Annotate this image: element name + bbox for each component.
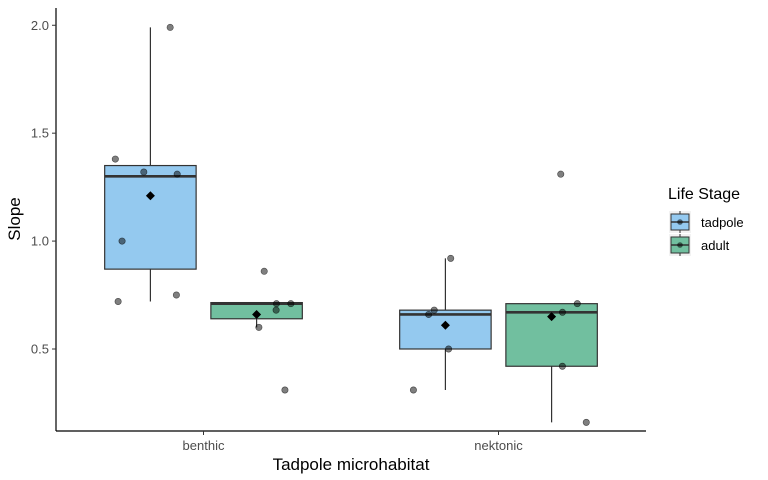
data-point bbox=[573, 300, 581, 308]
legend-item-tadpole: tadpole bbox=[669, 211, 744, 233]
box-group-tadpole-benthic bbox=[104, 27, 197, 302]
y-tick-label: 0.5 bbox=[31, 341, 49, 356]
box-group-adult-nektonic bbox=[505, 303, 598, 423]
legend-label: adult bbox=[701, 238, 730, 253]
data-point bbox=[272, 300, 280, 308]
x-tick-label: benthic bbox=[183, 438, 225, 453]
legend-title: Life Stage bbox=[668, 186, 740, 203]
axes: 0.5 1.0 1.5 2.0 benthic nektonic bbox=[31, 8, 646, 453]
data-point bbox=[260, 267, 268, 275]
data-point bbox=[166, 23, 174, 31]
data-point bbox=[114, 298, 122, 306]
mean-marker bbox=[145, 191, 155, 201]
y-tick-label: 1.0 bbox=[31, 234, 49, 249]
data-point bbox=[447, 254, 455, 262]
data-point bbox=[430, 306, 438, 314]
mean-marker bbox=[252, 309, 262, 319]
plot-area bbox=[104, 23, 598, 426]
data-point bbox=[281, 386, 289, 394]
legend: Life Stage tadpole adult bbox=[668, 186, 744, 256]
y-tick-label: 1.5 bbox=[31, 126, 49, 141]
data-point bbox=[111, 155, 119, 163]
data-point bbox=[118, 237, 126, 245]
data-point bbox=[255, 323, 263, 331]
legend-key-point bbox=[677, 242, 683, 248]
y-tick-label: 2.0 bbox=[31, 18, 49, 33]
data-point bbox=[140, 168, 148, 176]
data-point bbox=[172, 291, 180, 299]
data-point bbox=[425, 310, 433, 318]
data-point bbox=[287, 300, 295, 308]
data-point bbox=[173, 170, 181, 178]
x-axis-title: Tadpole microhabitat bbox=[273, 455, 430, 474]
data-point bbox=[445, 345, 453, 353]
y-axis-title: Slope bbox=[5, 197, 24, 240]
x-tick-label: nektonic bbox=[474, 438, 523, 453]
mean-marker bbox=[547, 312, 557, 322]
data-point bbox=[558, 362, 566, 370]
data-point bbox=[558, 308, 566, 316]
data-point bbox=[582, 418, 590, 426]
legend-label: tadpole bbox=[701, 215, 744, 230]
data-point bbox=[557, 170, 565, 178]
data-point bbox=[409, 386, 417, 394]
box bbox=[104, 164, 197, 270]
data-point bbox=[272, 306, 280, 314]
legend-key-point bbox=[677, 219, 683, 225]
mean-marker bbox=[440, 320, 450, 330]
legend-item-adult: adult bbox=[669, 234, 730, 256]
